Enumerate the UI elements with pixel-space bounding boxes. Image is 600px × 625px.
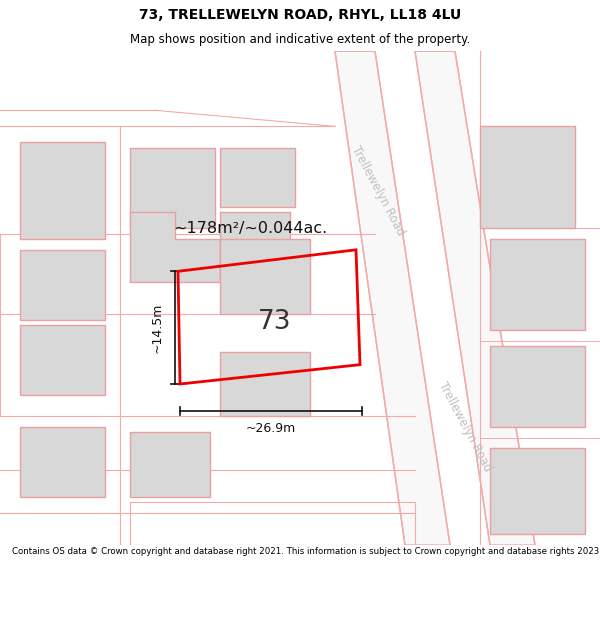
Text: 73: 73 (258, 309, 292, 335)
Text: ~14.5m: ~14.5m (151, 302, 163, 353)
Bar (220, 213, 290, 282)
Polygon shape (415, 51, 535, 545)
Bar (480, 126, 575, 228)
Bar (220, 148, 295, 207)
Text: Contains OS data © Crown copyright and database right 2021. This information is : Contains OS data © Crown copyright and d… (12, 546, 600, 556)
Text: Trellewelyn Road: Trellewelyn Road (349, 144, 407, 238)
Bar (220, 352, 310, 416)
Bar (20, 142, 105, 239)
Bar (130, 432, 210, 497)
Bar (20, 325, 105, 395)
Text: ~26.9m: ~26.9m (246, 421, 296, 434)
Bar (220, 239, 310, 314)
Text: ~178m²/~0.044ac.: ~178m²/~0.044ac. (173, 221, 327, 236)
Bar (490, 239, 585, 331)
Text: Trellewelyn Road: Trellewelyn Road (436, 380, 494, 474)
Bar (0, 234, 120, 416)
Bar (490, 448, 585, 534)
Text: Map shows position and indicative extent of the property.: Map shows position and indicative extent… (130, 34, 470, 46)
Bar (130, 502, 415, 545)
Bar (20, 427, 105, 497)
Bar (490, 346, 585, 427)
Polygon shape (130, 213, 220, 282)
Bar (130, 148, 215, 228)
Bar (20, 250, 105, 319)
Polygon shape (335, 51, 450, 545)
Text: 73, TRELLEWELYN ROAD, RHYL, LL18 4LU: 73, TRELLEWELYN ROAD, RHYL, LL18 4LU (139, 8, 461, 22)
